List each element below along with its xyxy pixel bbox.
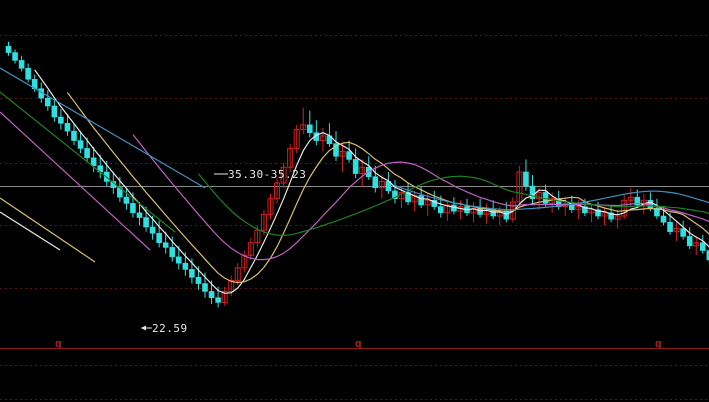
candle: [71, 123, 77, 146]
candle: [470, 201, 477, 223]
candle: [562, 197, 569, 216]
ma-lead-3: [0, 197, 96, 263]
candle: [241, 250, 248, 273]
candle: [136, 201, 143, 226]
candle: [431, 190, 438, 210]
candle: [601, 206, 608, 226]
candle: [176, 245, 182, 270]
candle: [18, 55, 25, 72]
candle: [444, 200, 451, 221]
candle: [162, 231, 169, 254]
candle: [64, 113, 71, 136]
candle: [483, 203, 490, 224]
candle: [614, 209, 621, 229]
x-axis-marker-0: q: [55, 337, 62, 350]
candle: [221, 286, 228, 306]
ma-lead-2: [0, 111, 151, 251]
candle: [300, 107, 307, 135]
candle: [699, 234, 706, 254]
candle: [90, 146, 97, 172]
candle: [392, 179, 398, 204]
ma-lead-0: [0, 67, 206, 189]
candle: [673, 222, 680, 242]
candle: [680, 220, 686, 240]
candle: [693, 236, 700, 256]
candle: [686, 227, 693, 249]
candle: [149, 216, 156, 240]
candle: [424, 194, 431, 216]
ma-line-ma60: [394, 184, 709, 211]
candle: [12, 49, 18, 64]
candle: [523, 159, 529, 191]
candle: [529, 175, 536, 204]
ma-line-ma5: [34, 69, 709, 294]
candle: [287, 143, 294, 172]
candle: [536, 187, 543, 210]
candle: [306, 110, 313, 138]
candle: [411, 190, 418, 212]
candle: [706, 241, 709, 264]
candle: [293, 124, 300, 154]
candle: [313, 120, 320, 146]
candle: [437, 195, 444, 218]
candle: [274, 178, 281, 204]
candle: [516, 165, 523, 207]
candle: [260, 209, 267, 235]
candle: [588, 203, 595, 223]
candle: [352, 148, 359, 179]
candle: [346, 140, 352, 163]
candle: [627, 187, 634, 207]
candle: [372, 165, 379, 193]
candle: [84, 137, 90, 163]
ma-line-ma20: [132, 134, 709, 261]
high-price-annotation: 35.30-35.23: [228, 168, 307, 181]
candle: [234, 263, 241, 286]
candle: [339, 143, 346, 172]
candle: [77, 131, 84, 154]
ma-lead-1: [0, 91, 176, 233]
candle: [5, 41, 12, 56]
candle: [542, 184, 549, 207]
ma-lead-4: [0, 211, 61, 251]
x-axis-marker-1: q: [355, 337, 362, 350]
ma-line-ma30: [197, 173, 709, 236]
low-label-arrow: [141, 325, 146, 331]
low-price-annotation: 22.59: [152, 322, 188, 335]
candle: [319, 128, 326, 152]
candle: [451, 197, 457, 215]
candle: [464, 198, 470, 216]
candle: [378, 175, 385, 199]
x-axis-marker-2: q: [655, 337, 662, 350]
ma-line-ma10: [66, 92, 709, 284]
candle: [25, 63, 31, 83]
candle: [267, 194, 274, 220]
candle: [359, 159, 366, 188]
candle: [44, 90, 51, 111]
candle: [51, 99, 58, 122]
candle: [123, 187, 130, 210]
candle: [247, 238, 254, 260]
candle: [156, 220, 162, 248]
candle: [58, 109, 64, 130]
candle: [280, 162, 287, 188]
